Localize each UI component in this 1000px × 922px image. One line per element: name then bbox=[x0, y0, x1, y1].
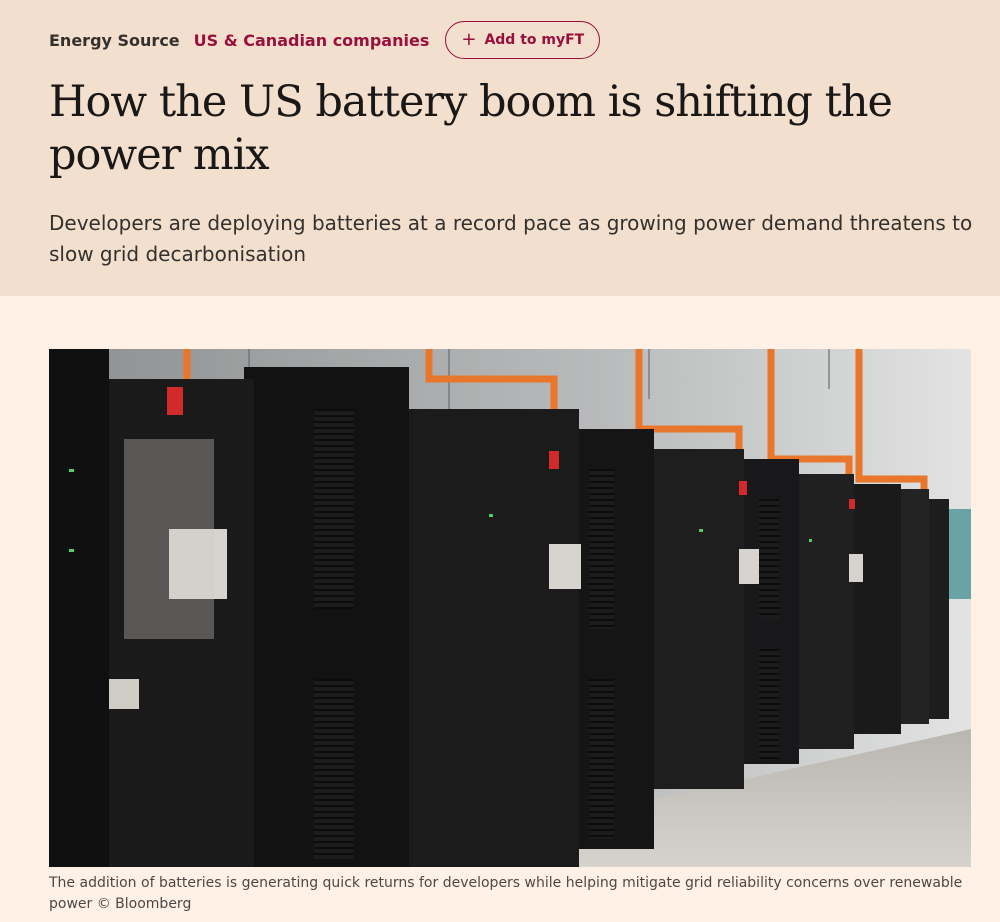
plus-icon: + bbox=[461, 29, 477, 50]
article-headline: How the US battery boom is shifting the … bbox=[49, 77, 893, 180]
image-caption: The addition of batteries is generating … bbox=[49, 875, 963, 912]
topic-bar: Energy Source US & Canadian companies + … bbox=[49, 20, 601, 60]
topic-link[interactable]: US & Canadian companies bbox=[193, 30, 430, 50]
article-header: Energy Source US & Canadian companies + … bbox=[0, 0, 1000, 296]
main-image bbox=[49, 349, 971, 867]
article-standfirst: Developers are deploying batteries at a … bbox=[49, 211, 973, 266]
section-link[interactable]: Energy Source bbox=[49, 30, 180, 50]
add-to-myft-button[interactable]: + Add to myFT bbox=[445, 21, 601, 59]
battery-cabinets-photo bbox=[49, 349, 971, 867]
add-to-myft-label: Add to myFT bbox=[484, 32, 585, 48]
